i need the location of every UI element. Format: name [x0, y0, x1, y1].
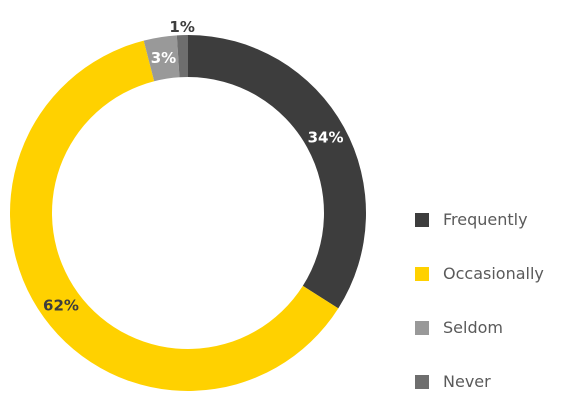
legend-item-occasionally: Occasionally: [415, 260, 575, 287]
legend-item-frequently: Frequently: [415, 206, 575, 233]
slice-never: [176, 35, 188, 78]
legend-swatch-seldom: [415, 320, 429, 335]
slice-frequently: [188, 35, 366, 309]
data-label-occasionally: 62%: [43, 296, 79, 314]
legend-label-never: Never: [443, 372, 491, 391]
legend-swatch-frequently: [415, 212, 429, 227]
legend-swatch-occasionally: [415, 266, 429, 281]
legend-label-seldom: Seldom: [443, 318, 503, 337]
data-label-frequently: 34%: [308, 128, 344, 146]
legend: Frequently Occasionally Seldom Never: [415, 206, 575, 395]
data-label-never: 1%: [169, 18, 194, 36]
legend-item-seldom: Seldom: [415, 314, 575, 341]
legend-item-never: Never: [415, 368, 575, 395]
slice-seldom: [143, 35, 180, 82]
legend-label-occasionally: Occasionally: [443, 264, 544, 283]
legend-label-frequently: Frequently: [443, 210, 528, 229]
legend-swatch-never: [415, 374, 429, 389]
data-label-seldom: 3%: [151, 49, 176, 67]
